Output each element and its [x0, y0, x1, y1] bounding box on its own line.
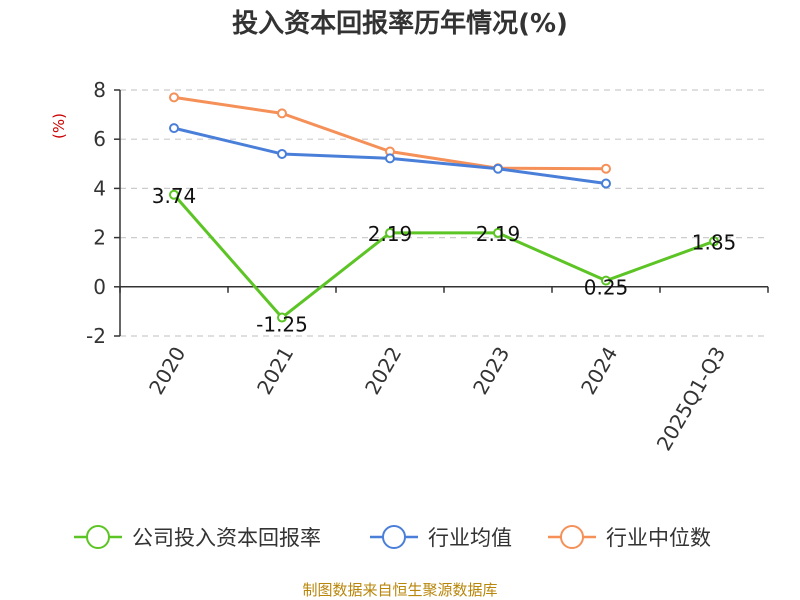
series-lines	[169, 92, 719, 323]
series-line	[172, 193, 715, 320]
y-tick-label: 8	[93, 78, 106, 102]
data-point	[277, 312, 287, 323]
data-label: 3.74	[152, 184, 197, 208]
legend-marker	[560, 525, 584, 549]
data-label: 2.19	[476, 222, 521, 246]
data-labels: 3.74 -1.25 2.19 2.19 0.25 1.85	[152, 184, 737, 337]
legend: 公司投入资本回报率 行业均值 行业中位数	[74, 525, 711, 550]
legend-label: 行业均值	[428, 526, 512, 550]
legend-marker	[86, 525, 110, 549]
x-tick-labels: 2020 2021 2022 2023 2024 2025Q1-Q3	[144, 343, 730, 455]
x-tick-label: 2022	[360, 343, 406, 399]
y-tick-label: -2	[86, 324, 106, 348]
source-note: 制图数据来自恒生聚源数据库	[302, 581, 497, 599]
data-point	[601, 163, 611, 174]
axes	[114, 89, 769, 337]
data-point	[385, 153, 395, 164]
y-tick-label: 0	[93, 275, 106, 299]
data-point	[277, 148, 287, 159]
data-label: 0.25	[584, 276, 629, 300]
y-tick-label: 2	[93, 226, 106, 250]
data-point	[169, 189, 179, 200]
data-point	[709, 236, 719, 247]
data-label: 1.85	[692, 230, 737, 254]
legend-label: 行业中位数	[606, 526, 711, 550]
y-tick-labels: 8 6 4 2 0 -2	[86, 78, 106, 348]
y-tick-label: 4	[93, 176, 106, 200]
x-tick-label: 2023	[468, 343, 514, 399]
chart-title: 投入资本回报率历年情况(%)	[232, 8, 568, 39]
data-label: 2.19	[368, 222, 413, 246]
data-point	[169, 123, 179, 134]
x-tick-label: 2020	[144, 343, 190, 399]
legend-marker	[382, 525, 406, 549]
data-point	[169, 92, 179, 103]
data-point	[385, 227, 395, 238]
data-label: -1.25	[256, 313, 308, 337]
legend-label: 公司投入资本回报率	[132, 526, 321, 550]
data-point	[601, 178, 611, 189]
gridlines	[120, 89, 768, 337]
data-point	[493, 163, 503, 174]
y-tick-label: 6	[93, 127, 106, 151]
x-tick-label: 2021	[252, 343, 298, 399]
data-point	[601, 275, 611, 286]
y-axis-label: (%)	[50, 113, 68, 139]
x-tick-label: 2025Q1-Q3	[652, 343, 731, 455]
x-tick-label: 2024	[576, 343, 622, 399]
data-point	[277, 108, 287, 119]
data-point	[493, 227, 503, 238]
